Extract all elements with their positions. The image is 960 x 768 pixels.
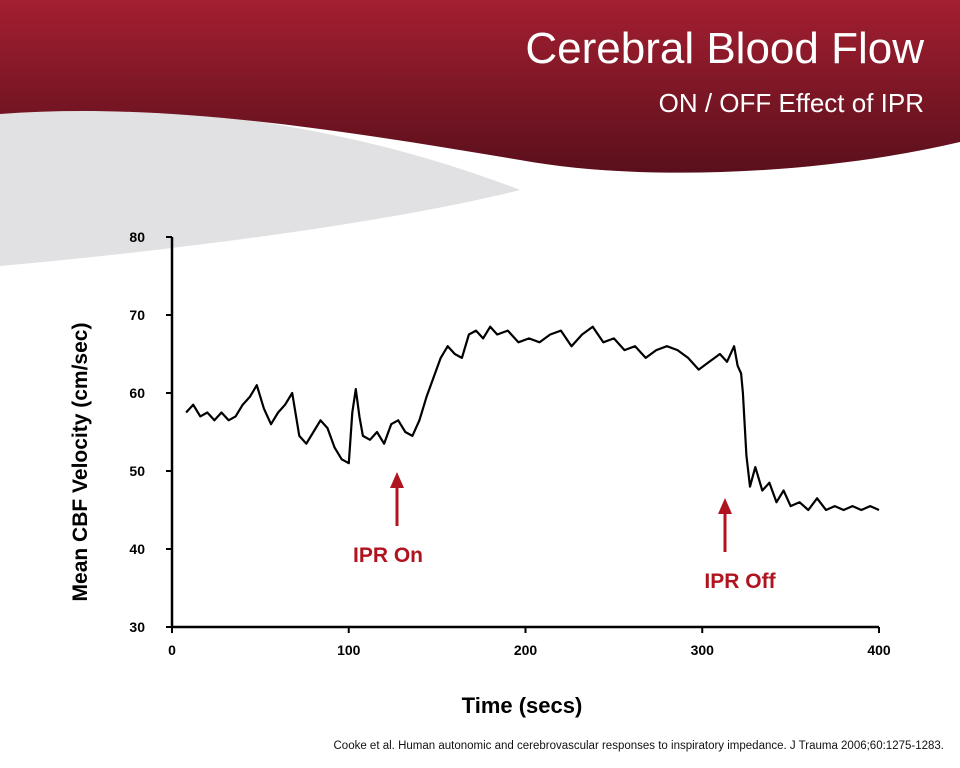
x-axis-label: Time (secs) [462,693,583,718]
ipr-on-label: IPR On [353,544,423,567]
y-tick-label: 60 [129,385,145,401]
y-tick-label: 40 [129,541,145,557]
x-tick-label: 0 [168,642,176,658]
ipr-off-label: IPR Off [704,570,776,593]
x-axis-ticks: 0 100 200 300 400 [168,627,891,658]
y-tick-label: 50 [129,463,145,479]
x-tick-label: 400 [867,642,891,658]
y-axis-label: Mean CBF Velocity (cm/sec) [69,323,92,602]
x-tick-label: 200 [514,642,538,658]
citation: Cooke et al. Human autonomic and cerebro… [333,740,945,752]
cbf-series-line [185,325,880,512]
x-tick-label: 300 [691,642,715,658]
red-banner [0,0,960,173]
ipr-off-arrowhead [718,498,732,514]
y-tick-label: 70 [129,307,145,323]
slide-title: Cerebral Blood Flow [525,24,924,73]
ipr-on-arrowhead [390,472,404,488]
y-tick-label: 30 [129,619,145,635]
y-tick-label: 80 [129,229,145,245]
gray-swoosh [0,108,520,266]
slide-subtitle: ON / OFF Effect of IPR [658,88,924,118]
header-banner [0,0,960,266]
x-tick-label: 100 [337,642,361,658]
y-axis-ticks: 30 40 50 60 70 80 [129,229,172,635]
